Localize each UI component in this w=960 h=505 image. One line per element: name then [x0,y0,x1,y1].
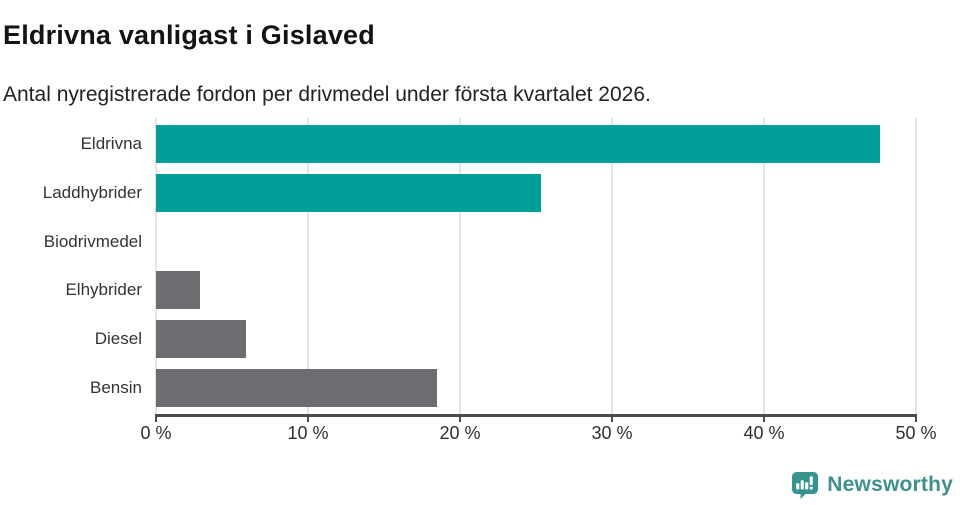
brand-wordmark: Newsworthy [827,473,953,496]
x-tick-40 [763,414,765,422]
x-tick-label-40: 40 % [743,423,785,443]
category-label-diesel: Diesel [94,329,142,349]
x-tick-label-30: 30 % [591,423,633,443]
x-axis-line [155,414,917,417]
category-label-laddhybrider: Laddhybrider [42,182,142,202]
category-label-elhybrider: Elhybrider [65,280,142,300]
gridline-0 [155,118,157,415]
x-tick-30 [611,414,613,422]
gridline-30 [611,118,613,415]
bar-chart-plot-area: Eldrivna Laddhybrider Biodrivmedel Elhybrid… [43,118,917,415]
gridline-50 [915,118,917,415]
bar-bensin [156,369,438,407]
bar-laddhybrider [156,173,541,212]
x-tick-label-10: 10 % [287,423,329,443]
gridline-40 [763,118,765,415]
gridline-10 [307,118,309,415]
category-label-eldrivna: Eldrivna [80,134,142,153]
x-tick-label-50: 50 % [895,423,937,443]
chart-title: Eldrivna vanligast i Gislaved [3,20,375,51]
gridline-20 [459,118,461,415]
x-tick-10 [307,414,309,422]
x-tick-50 [915,414,917,422]
chart-subtitle: Antal nyregistrerade fordon per drivmede… [3,83,651,106]
x-tick-label-0: 0 % [140,423,172,443]
bar-elhybrider [156,271,201,310]
newsworthy-bubble-icon [792,472,819,499]
x-tick-label-20: 20 % [439,423,481,443]
bar-eldrivna [156,125,880,163]
brand-logo: Newsworthy [791,471,953,499]
x-tick-20 [459,414,461,422]
category-label-bensin: Bensin [90,378,142,397]
x-tick-0 [155,414,157,422]
bar-diesel [156,320,246,359]
category-label-biodrivmedel: Biodrivmedel [43,231,142,251]
